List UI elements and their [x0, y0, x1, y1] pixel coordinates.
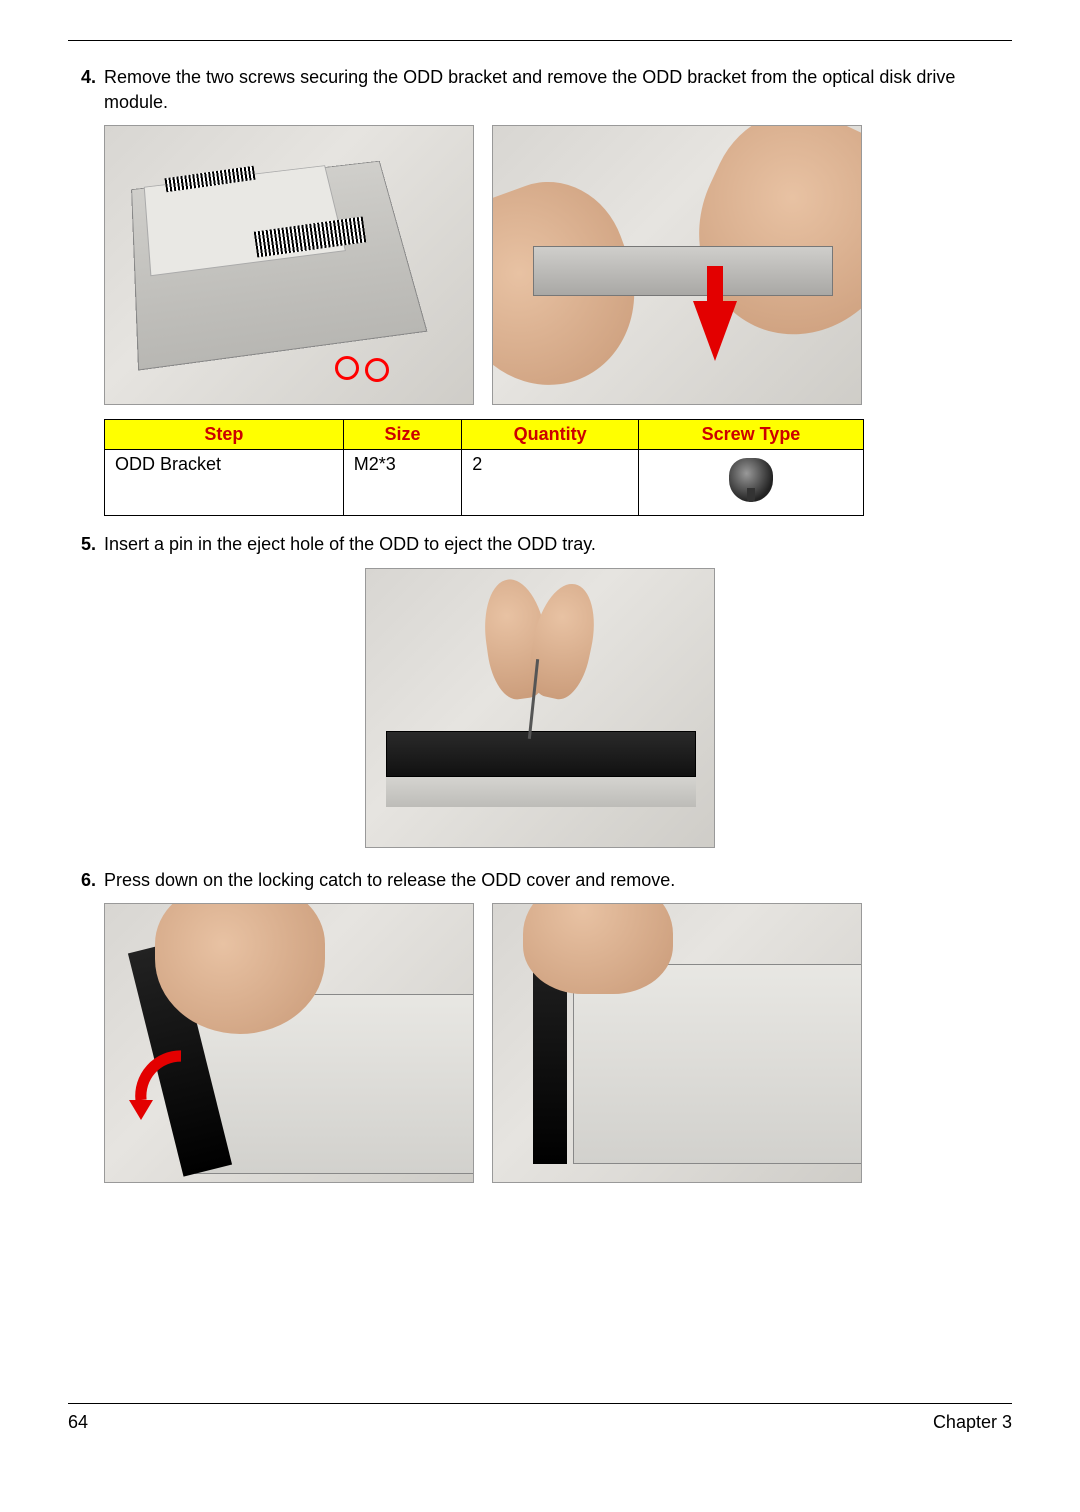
th-step: Step [105, 420, 344, 450]
screw-icon [729, 458, 773, 502]
step6-images [104, 903, 1012, 1183]
table-row: ODD Bracket M2*3 2 [105, 450, 864, 516]
th-size: Size [343, 420, 461, 450]
th-type: Screw Type [638, 420, 863, 450]
top-rule [68, 40, 1012, 41]
step-number: 6. [68, 868, 96, 893]
arrow-icon [693, 301, 737, 361]
step-text: Press down on the locking catch to relea… [104, 868, 1012, 893]
th-qty: Quantity [462, 420, 639, 450]
screw-highlight-ring [365, 358, 389, 382]
step-text: Insert a pin in the eject hole of the OD… [104, 532, 1012, 557]
photo-release-cover [104, 903, 474, 1183]
photo-odd-module-screws [104, 125, 474, 405]
step-text: Remove the two screws securing the ODD b… [104, 65, 1012, 115]
chapter-label: Chapter 3 [933, 1412, 1012, 1433]
step-number: 5. [68, 532, 96, 557]
page-footer: 64 Chapter 3 [68, 1403, 1012, 1433]
screw-highlight-ring [335, 356, 359, 380]
screw-table: Step Size Quantity Screw Type ODD Bracke… [104, 419, 864, 516]
td-size: M2*3 [343, 450, 461, 516]
step-6: 6. Press down on the locking catch to re… [68, 868, 1012, 893]
td-qty: 2 [462, 450, 639, 516]
page-number: 64 [68, 1412, 88, 1433]
photo-eject-pin [365, 568, 715, 848]
td-step: ODD Bracket [105, 450, 344, 516]
step-number: 4. [68, 65, 96, 115]
photo-cover-removed [492, 903, 862, 1183]
step-4: 4. Remove the two screws securing the OD… [68, 65, 1012, 115]
step-5: 5. Insert a pin in the eject hole of the… [68, 532, 1012, 557]
photo-remove-bracket [492, 125, 862, 405]
td-type [638, 450, 863, 516]
curved-arrow-icon [125, 1044, 205, 1124]
step4-images [104, 125, 1012, 405]
